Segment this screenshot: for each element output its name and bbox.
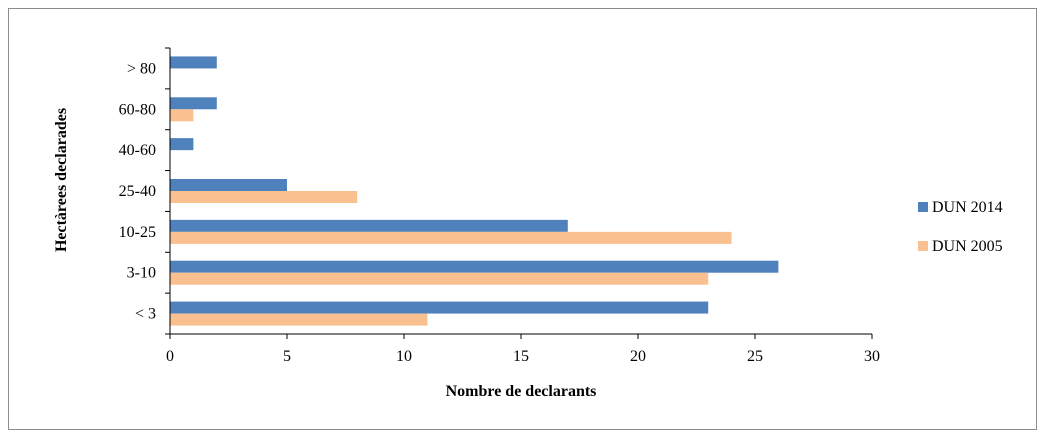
y-axis-ticks: < 3 3-10 10-25 25-40 40-60 60-80 > 80 bbox=[119, 47, 170, 335]
y-tick-label: > 80 bbox=[127, 60, 156, 77]
bar-dun-2014-5 bbox=[170, 97, 217, 110]
x-tick-label: 20 bbox=[630, 348, 646, 365]
bar-dun-2005-2 bbox=[170, 231, 732, 244]
y-tick-label: 40-60 bbox=[119, 142, 156, 159]
x-tick-label: 5 bbox=[283, 348, 291, 365]
y-tick-label: 10-25 bbox=[119, 224, 156, 241]
chart-border bbox=[8, 8, 1037, 430]
y-tick-label: 3-10 bbox=[127, 265, 156, 282]
bar-dun-2014-1 bbox=[170, 260, 779, 273]
bar-dun-2005-1 bbox=[170, 272, 709, 285]
bar-dun-2014-4 bbox=[170, 138, 194, 151]
x-axis-ticks: 0 5 10 15 20 25 30 bbox=[166, 334, 880, 365]
legend-label-0: DUN 2014 bbox=[932, 199, 1003, 216]
bars-layer bbox=[170, 56, 779, 326]
y-axis-label: Hectàrees declarades bbox=[53, 108, 70, 252]
bar-dun-2014-3 bbox=[170, 179, 287, 191]
bar-dun-2005-3 bbox=[170, 191, 358, 203]
x-axis-label: Nombre de declarants bbox=[446, 383, 597, 400]
legend-label-1: DUN 2005 bbox=[932, 238, 1003, 255]
legend: DUN 2014 DUN 2005 bbox=[918, 199, 1003, 255]
x-tick-label: 15 bbox=[513, 348, 529, 365]
x-tick-label: 25 bbox=[747, 348, 763, 365]
legend-swatch-0 bbox=[918, 202, 928, 212]
bar-dun-2014-0 bbox=[170, 301, 709, 314]
legend-swatch-1 bbox=[918, 241, 928, 251]
y-tick-label: 60-80 bbox=[119, 101, 156, 118]
bar-dun-2014-6 bbox=[170, 56, 217, 69]
y-tick-label: < 3 bbox=[135, 306, 156, 323]
x-tick-label: 0 bbox=[166, 348, 174, 365]
bar-dun-2014-2 bbox=[170, 219, 568, 232]
bar-dun-2005-0 bbox=[170, 313, 428, 326]
bar-dun-2005-5 bbox=[170, 109, 194, 122]
x-tick-label: 30 bbox=[864, 348, 880, 365]
y-tick-label: 25-40 bbox=[119, 183, 156, 200]
x-tick-label: 10 bbox=[396, 348, 412, 365]
